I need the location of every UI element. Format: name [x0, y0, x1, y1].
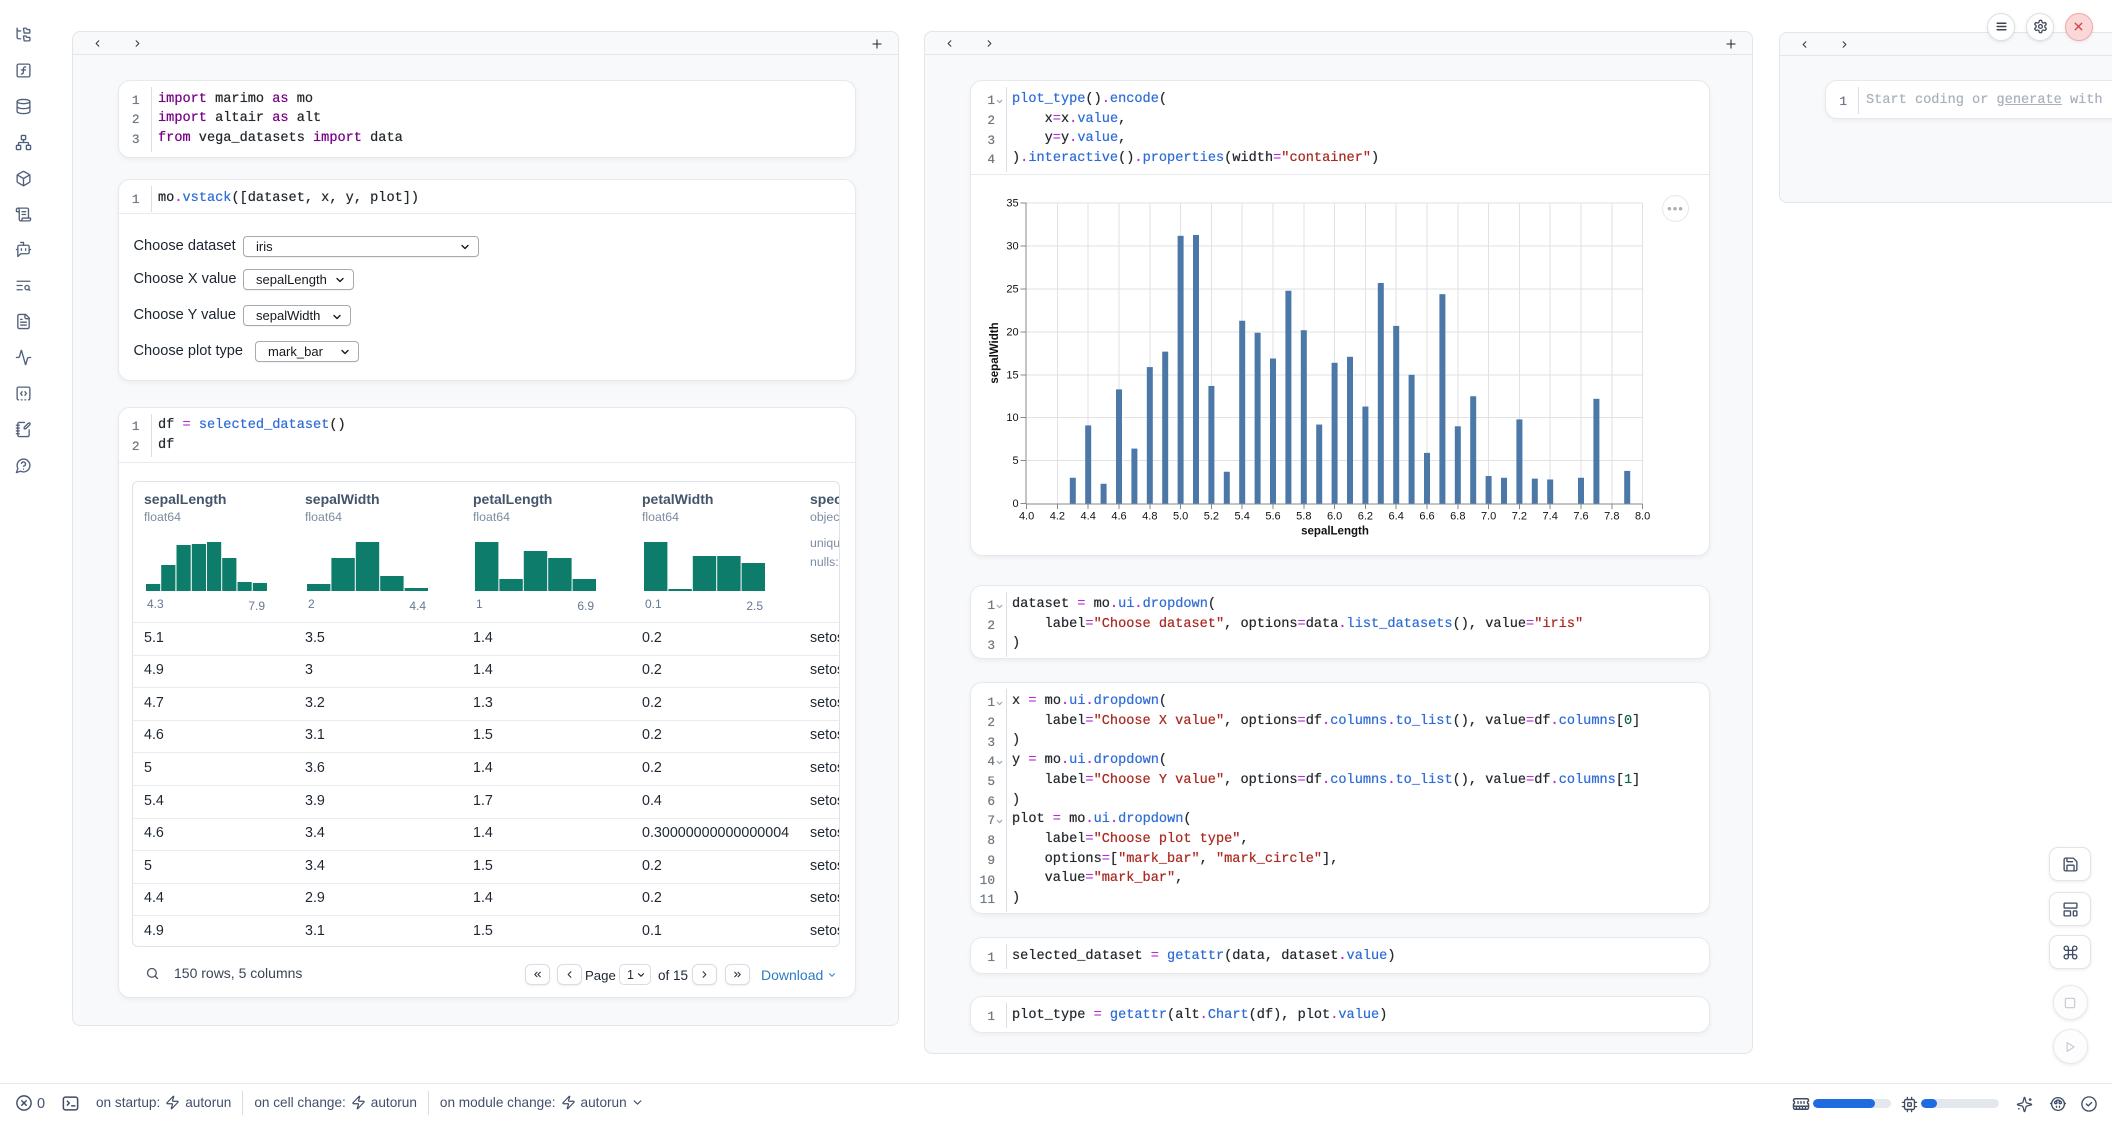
svg-text:4.4: 4.4	[1081, 511, 1096, 523]
svg-text:6.8: 6.8	[1450, 511, 1465, 523]
svg-text:15: 15	[1006, 369, 1018, 381]
svg-text:6.4: 6.4	[1389, 511, 1404, 523]
svg-text:4.6: 4.6	[1111, 511, 1126, 523]
svg-text:5: 5	[1012, 455, 1018, 467]
svg-text:7.0: 7.0	[1481, 511, 1496, 523]
svg-text:4.8: 4.8	[1142, 511, 1157, 523]
svg-text:10: 10	[1006, 412, 1018, 424]
svg-text:6.2: 6.2	[1358, 511, 1373, 523]
svg-text:30: 30	[1006, 241, 1018, 253]
svg-text:25: 25	[1006, 284, 1018, 296]
svg-text:6.0: 6.0	[1327, 511, 1342, 523]
svg-text:sepalLength: sepalLength	[1301, 526, 1369, 538]
svg-text:5.8: 5.8	[1296, 511, 1311, 523]
svg-text:35: 35	[1006, 198, 1018, 210]
svg-text:4.2: 4.2	[1050, 511, 1065, 523]
svg-text:5.2: 5.2	[1204, 511, 1219, 523]
svg-text:7.2: 7.2	[1512, 511, 1527, 523]
svg-text:5.6: 5.6	[1265, 511, 1280, 523]
svg-text:5.0: 5.0	[1173, 511, 1188, 523]
svg-text:8.0: 8.0	[1635, 511, 1650, 523]
svg-text:7.4: 7.4	[1543, 511, 1558, 523]
svg-text:20: 20	[1006, 326, 1018, 338]
svg-text:4.0: 4.0	[1019, 511, 1034, 523]
svg-text:7.6: 7.6	[1573, 511, 1588, 523]
svg-text:6.6: 6.6	[1419, 511, 1434, 523]
svg-text:7.8: 7.8	[1604, 511, 1619, 523]
svg-text:0: 0	[1012, 498, 1018, 510]
svg-text:sepalWidth: sepalWidth	[989, 322, 1001, 383]
svg-text:5.4: 5.4	[1235, 511, 1250, 523]
